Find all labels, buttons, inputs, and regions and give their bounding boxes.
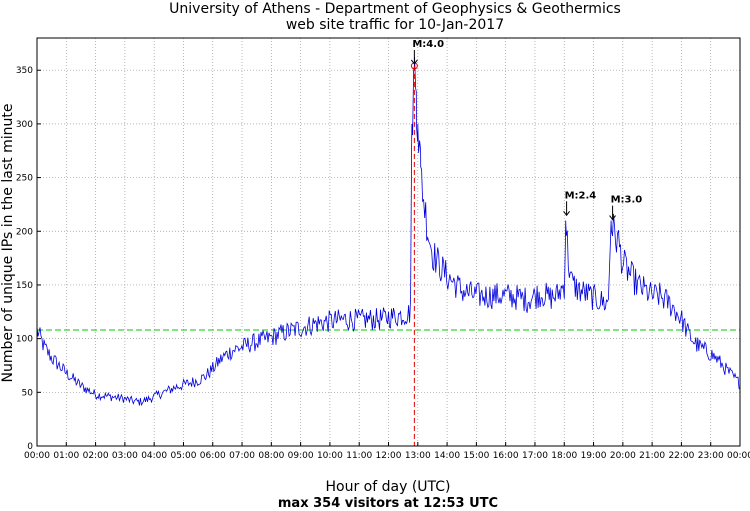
x-ticks: 00:00 01:00 02:00 03:00 04:00 05:00 06:00 07:00…: [24, 442, 750, 461]
annotation-label: M:2.4: [565, 190, 597, 201]
x-tick-label: 08:00: [258, 451, 284, 461]
y-axis-label: Number of unique IPs in the last minute: [0, 104, 16, 383]
x-tick-label: 19:00: [581, 451, 607, 461]
x-tick-label: 10:00: [317, 451, 343, 461]
x-tick-label: 23:00: [698, 451, 724, 461]
x-tick-label: 04:00: [141, 451, 167, 461]
x-tick-label: 02:00: [83, 451, 109, 461]
x-tick-label: 18:00: [551, 451, 577, 461]
y-tick-label: 50: [22, 388, 34, 398]
x-tick-label: 21:00: [639, 451, 665, 461]
chart-subtitle: web site traffic for 10-Jan-2017: [286, 17, 504, 33]
x-tick-label: 17:00: [522, 451, 548, 461]
x-tick-label: 16:00: [493, 451, 519, 461]
chart-title: University of Athens - Department of Geo…: [169, 1, 621, 17]
annotation-arrowhead: [410, 59, 418, 65]
x-tick-label: 13:00: [405, 451, 431, 461]
x-tick-label: 01:00: [53, 451, 79, 461]
annotation-label: M:3.0: [611, 195, 643, 206]
y-tick-label: 250: [16, 174, 33, 184]
series-line: [36, 56, 741, 407]
x-tick-label: 11:00: [346, 451, 372, 461]
annotation-arrowhead: [563, 211, 570, 217]
x-axis-label: Hour of day (UTC): [326, 479, 451, 495]
grid: [37, 38, 740, 446]
x-tick-label: 12:00: [376, 451, 402, 461]
y-tick-label: 350: [16, 66, 33, 76]
x-tick-label: 05:00: [170, 451, 196, 461]
x-tick-label: 06:00: [200, 451, 226, 461]
y-tick-label: 100: [16, 335, 33, 345]
x-tick-label: 00:00: [24, 451, 50, 461]
x-tick-label: 07:00: [229, 451, 255, 461]
x-tick-label: 15:00: [463, 451, 489, 461]
x-tick-label: 00:00: [727, 451, 750, 461]
x-tick-label: 14:00: [434, 451, 460, 461]
y-tick-label: 200: [16, 227, 33, 237]
y-tick-label: 300: [16, 120, 33, 130]
x-tick-label: 03:00: [112, 451, 138, 461]
x-tick-label: 20:00: [610, 451, 636, 461]
y-ticks: 0 50 100 150 200 250 300 350: [16, 66, 41, 452]
x-tick-label: 09:00: [288, 451, 314, 461]
annotations: M:4.0 M:2.4 M:3.0: [410, 39, 643, 221]
annotation-label: M:4.0: [412, 39, 444, 50]
annotation-arrowhead: [609, 215, 616, 221]
x-axis-sublabel: max 354 visitors at 12:53 UTC: [278, 496, 498, 511]
series-group: [36, 56, 741, 407]
y-tick-label: 150: [16, 281, 33, 291]
x-tick-label: 22:00: [668, 451, 694, 461]
y-tick-label: 0: [27, 442, 33, 452]
